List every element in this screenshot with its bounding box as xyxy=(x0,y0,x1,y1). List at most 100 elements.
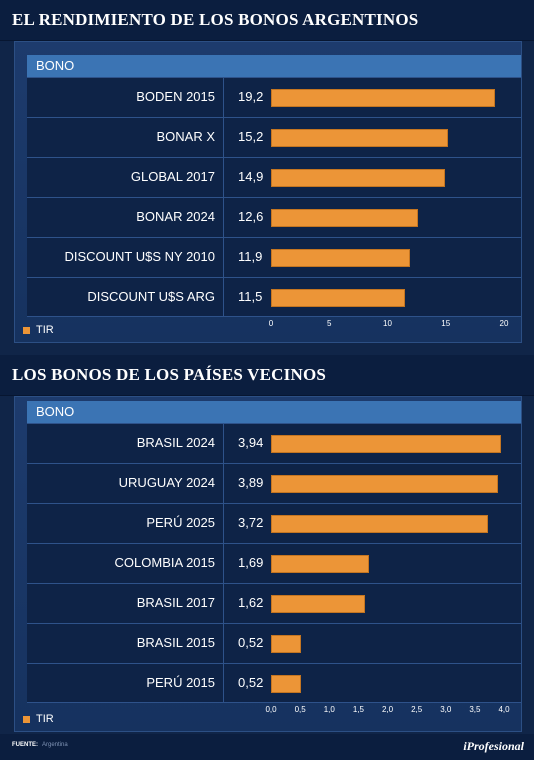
bar xyxy=(271,474,498,493)
source-note: FUENTE: Argentina xyxy=(12,742,68,748)
column-divider xyxy=(223,664,224,703)
bond-value: 1,62 xyxy=(238,595,264,610)
legend-swatch xyxy=(23,716,30,723)
bond-value: 11,9 xyxy=(238,249,263,264)
chart-section-argentina: EL RENDIMIENTO DE LOS BONOS ARGENTINOS B… xyxy=(0,0,534,355)
column-divider xyxy=(223,198,224,237)
bar xyxy=(271,514,488,533)
table-row: BRASIL 2024 3,94 xyxy=(27,423,521,463)
table-row: GLOBAL 2017 14,9 xyxy=(27,157,521,197)
bond-name: BRASIL 2017 xyxy=(136,595,215,610)
bar xyxy=(271,674,302,693)
bar xyxy=(271,88,495,107)
bond-name: BONAR 2024 xyxy=(136,209,215,224)
bar xyxy=(271,594,366,613)
bond-value: 19,2 xyxy=(238,89,264,104)
legend-swatch xyxy=(23,327,30,334)
section-header: EL RENDIMIENTO DE LOS BONOS ARGENTINOS xyxy=(0,0,534,41)
bond-name: URUGUAY 2024 xyxy=(118,475,215,490)
bond-value: 14,9 xyxy=(238,169,264,184)
x-tick-label: 3,5 xyxy=(469,705,481,714)
x-tick-label: 2,5 xyxy=(411,705,423,714)
legend-label: TIR xyxy=(36,713,54,725)
column-divider xyxy=(223,118,224,157)
x-tick-label: 5 xyxy=(327,319,332,328)
table-row: BRASIL 2015 0,52 xyxy=(27,623,521,663)
bar xyxy=(271,434,501,453)
x-tick-label: 1,5 xyxy=(352,705,364,714)
column-divider xyxy=(223,504,224,543)
bond-name: BRASIL 2015 xyxy=(136,635,215,650)
bar xyxy=(271,288,405,307)
bond-name: PERÚ 2015 xyxy=(146,675,215,690)
x-tick-label: 10 xyxy=(383,319,392,328)
table-row: COLOMBIA 2015 1,69 xyxy=(27,543,521,583)
bond-name: BONAR X xyxy=(156,129,215,144)
source-value: Argentina xyxy=(42,742,68,748)
column-divider xyxy=(223,424,224,463)
bar xyxy=(271,634,302,653)
table-header: BONO xyxy=(27,401,521,423)
table-row: PERÚ 2015 0,52 xyxy=(27,663,521,703)
chart-title: LOS BONOS DE LOS PAÍSES VECINOS xyxy=(12,365,327,384)
bond-name: BODEN 2015 xyxy=(136,89,215,104)
x-tick-label: 0,0 xyxy=(265,705,277,714)
bar xyxy=(271,168,445,187)
column-divider xyxy=(223,464,224,503)
bond-name: PERÚ 2025 xyxy=(146,515,215,530)
chart-panel: BONO BRASIL 2024 3,94 URUGUAY 2024 3,89 PERÚ… xyxy=(14,396,522,732)
x-tick-label: 3,0 xyxy=(440,705,452,714)
column-divider xyxy=(223,544,224,583)
section-header: LOS BONOS DE LOS PAÍSES VECINOS xyxy=(0,355,534,396)
chart-rows: BRASIL 2024 3,94 URUGUAY 2024 3,89 PERÚ 2025… xyxy=(27,423,521,714)
table-header-label: BONO xyxy=(36,404,75,419)
bond-value: 1,69 xyxy=(238,555,264,570)
chart-panel: BONO BODEN 2015 19,2 BONAR X 15,2 GLOBAL 201… xyxy=(14,41,522,343)
table-row: BODEN 2015 19,2 xyxy=(27,77,521,117)
column-divider xyxy=(223,584,224,623)
chart-section-vecinos: LOS BONOS DE LOS PAÍSES VECINOS BONO BRA… xyxy=(0,355,534,734)
column-divider xyxy=(223,624,224,663)
x-tick-label: 2,0 xyxy=(381,705,394,714)
bond-name: DISCOUNT U$S NY 2010 xyxy=(64,249,215,264)
rows-bottom-line xyxy=(27,702,521,703)
table-row: PERÚ 2025 3,72 xyxy=(27,503,521,543)
rows-bottom-line xyxy=(27,316,521,317)
x-tick-label: 0,5 xyxy=(294,705,306,714)
table-header: BONO xyxy=(27,55,521,77)
table-row: DISCOUNT U$S ARG 11,5 xyxy=(27,277,521,317)
bond-name: COLOMBIA 2015 xyxy=(114,555,215,570)
bond-value: 3,94 xyxy=(238,435,264,450)
x-tick-label: 20 xyxy=(499,319,509,328)
column-divider xyxy=(223,78,224,117)
bar xyxy=(271,208,418,227)
column-divider xyxy=(223,278,224,317)
bar xyxy=(271,554,370,573)
table-row: BRASIL 2017 1,62 xyxy=(27,583,521,623)
table-row: BONAR X 15,2 xyxy=(27,117,521,157)
column-divider xyxy=(223,238,224,277)
chart-rows: BODEN 2015 19,2 BONAR X 15,2 GLOBAL 2017 14,9… xyxy=(27,77,521,328)
bond-value: 3,89 xyxy=(238,475,264,490)
bond-value: 0,52 xyxy=(238,675,264,690)
bond-name: DISCOUNT U$S ARG xyxy=(87,289,215,304)
column-divider xyxy=(223,158,224,197)
bond-value: 11,5 xyxy=(238,289,263,304)
bond-value: 12,6 xyxy=(238,209,264,224)
x-tick-label: 15 xyxy=(441,319,451,328)
table-row: DISCOUNT U$S NY 2010 11,9 xyxy=(27,237,521,277)
x-tick-label: 0 xyxy=(268,319,274,328)
footer: FUENTE: Argentina iProfesional xyxy=(0,734,534,760)
brand-logo: iProfesional xyxy=(463,739,524,753)
legend-label: TIR xyxy=(36,324,54,336)
bond-value: 3,72 xyxy=(238,515,264,530)
x-tick-label: 4,0 xyxy=(498,705,510,714)
bar xyxy=(271,248,410,267)
bar xyxy=(271,128,449,147)
bond-name: GLOBAL 2017 xyxy=(130,169,215,184)
chart-title: EL RENDIMIENTO DE LOS BONOS ARGENTINOS xyxy=(12,10,419,29)
bond-value: 15,2 xyxy=(238,129,264,144)
table-row: URUGUAY 2024 3,89 xyxy=(27,463,521,503)
bond-name: BRASIL 2024 xyxy=(136,435,215,450)
table-row: BONAR 2024 12,6 xyxy=(27,197,521,237)
